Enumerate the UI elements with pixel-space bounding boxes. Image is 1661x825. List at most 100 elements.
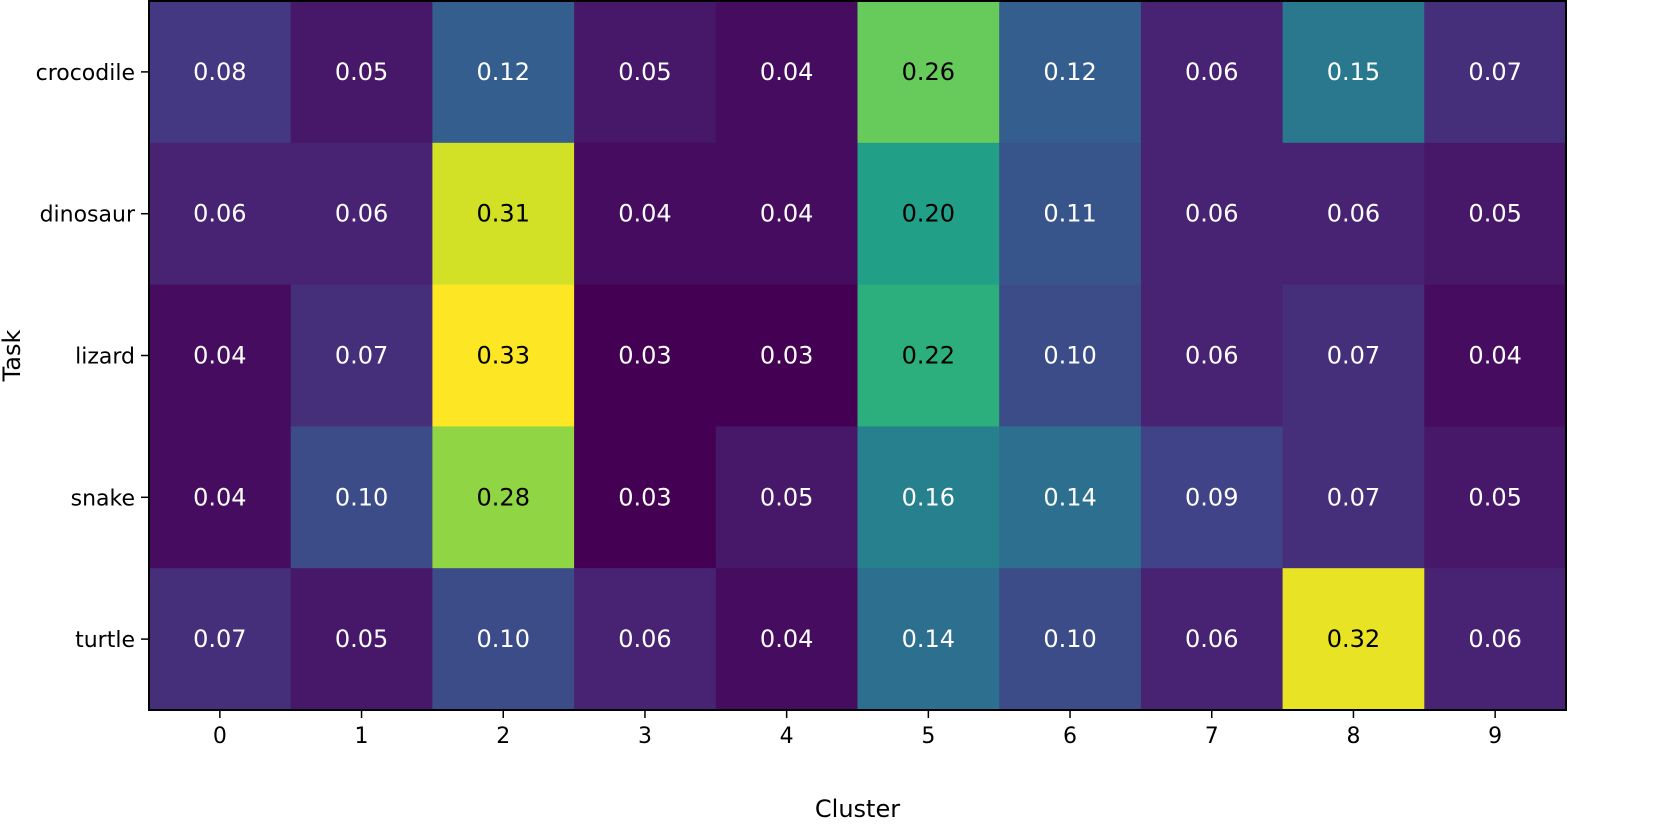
heatmap-cell-lizard-7: [1140, 284, 1284, 427]
heatmap-cell-dinosaur-3: [574, 142, 717, 286]
heatmap-cell-turtle-6: [999, 568, 1142, 711]
cell-value-label-lizard-9: 0.04: [1468, 342, 1521, 370]
cell-value-label-lizard-2: 0.33: [477, 342, 530, 370]
heatmap-cell-dinosaur-1: [290, 142, 433, 286]
heatmap-cell-snake-3: [574, 426, 717, 569]
x-tick-label-2: 2: [496, 724, 510, 749]
x-tick-label-4: 4: [780, 724, 794, 749]
y-tick-label-turtle: turtle: [75, 628, 135, 653]
heatmap-cell-lizard-1: [290, 284, 433, 427]
heatmap-cell-turtle-1: [290, 568, 433, 711]
cell-value-label-lizard-3: 0.03: [618, 342, 671, 370]
cell-value-label-dinosaur-6: 0.11: [1043, 200, 1096, 228]
heatmap-cell-turtle-7: [1140, 568, 1284, 711]
heatmap-cell-crocodile-8: [1282, 1, 1425, 144]
x-tick-label-9: 9: [1488, 724, 1502, 749]
cell-value-label-crocodile-8: 0.15: [1327, 58, 1380, 86]
heatmap-cell-snake-0: [149, 426, 292, 569]
cell-value-label-lizard-6: 0.10: [1043, 342, 1096, 370]
cell-value-label-crocodile-1: 0.05: [335, 58, 388, 86]
x-tick-label-6: 6: [1063, 724, 1077, 749]
heatmap-cell-turtle-9: [1424, 568, 1567, 711]
cell-value-label-crocodile-3: 0.05: [618, 58, 671, 86]
heatmap-cell-lizard-2: [432, 284, 575, 427]
cell-value-label-dinosaur-2: 0.31: [477, 200, 530, 228]
cell-value-label-turtle-4: 0.04: [760, 625, 813, 653]
cell-value-label-turtle-6: 0.10: [1043, 625, 1096, 653]
x-tick-label-3: 3: [638, 724, 652, 749]
heatmap-cell-snake-1: [290, 426, 433, 569]
y-tick-label-lizard: lizard: [75, 345, 135, 370]
cell-value-label-snake-5: 0.16: [902, 483, 955, 511]
x-axis-ticks: 0 1 2 3 4 5 6 7 8 9: [213, 710, 1502, 749]
heatmap-cell-snake-9: [1424, 426, 1567, 569]
heatmap-cell-crocodile-2: [432, 1, 575, 144]
cell-value-label-snake-4: 0.05: [760, 483, 813, 511]
cell-value-label-turtle-2: 0.10: [477, 625, 530, 653]
heatmap-cell-snake-5: [857, 426, 1000, 569]
heatmap-cell-crocodile-6: [999, 1, 1142, 144]
heatmap-cell-turtle-0: [149, 568, 292, 711]
cell-value-label-snake-1: 0.10: [335, 483, 388, 511]
heatmap-cell-crocodile-5: [857, 1, 1000, 144]
cell-value-label-lizard-7: 0.06: [1185, 342, 1238, 370]
heatmap-cell-lizard-9: [1424, 284, 1567, 427]
cell-value-label-crocodile-9: 0.07: [1468, 58, 1521, 86]
y-axis-label: Task: [0, 330, 26, 383]
cell-value-label-lizard-0: 0.04: [193, 342, 246, 370]
cell-value-label-turtle-9: 0.06: [1468, 625, 1521, 653]
cell-value-label-turtle-1: 0.05: [335, 625, 388, 653]
x-axis-label: Cluster: [815, 795, 900, 823]
x-tick-label-7: 7: [1205, 724, 1219, 749]
heatmap-cell-crocodile-4: [715, 1, 858, 144]
cell-value-label-snake-0: 0.04: [193, 483, 246, 511]
heatmap-cell-dinosaur-2: [432, 142, 575, 286]
cell-value-label-dinosaur-9: 0.05: [1468, 200, 1521, 228]
y-tick-label-snake: snake: [71, 486, 135, 511]
heatmap-cell-turtle-3: [574, 568, 717, 711]
cell-value-label-dinosaur-4: 0.04: [760, 200, 813, 228]
cell-value-label-crocodile-6: 0.12: [1043, 58, 1096, 86]
heatmap-cell-lizard-5: [857, 284, 1000, 427]
cell-value-label-snake-6: 0.14: [1043, 483, 1096, 511]
heatmap-cell-turtle-4: [715, 568, 858, 711]
heatmap-cell-turtle-2: [432, 568, 575, 711]
cell-value-label-crocodile-4: 0.04: [760, 58, 813, 86]
cell-value-label-crocodile-5: 0.26: [902, 58, 955, 86]
cell-value-label-crocodile-0: 0.08: [193, 58, 246, 86]
cell-value-label-turtle-3: 0.06: [618, 625, 671, 653]
heatmap-cell-turtle-8: [1282, 568, 1425, 711]
cell-value-label-dinosaur-7: 0.06: [1185, 200, 1238, 228]
cell-value-label-crocodile-2: 0.12: [477, 58, 530, 86]
heatmap-cells: [149, 1, 1567, 711]
cell-value-label-snake-2: 0.28: [477, 483, 530, 511]
cell-value-label-turtle-8: 0.32: [1327, 625, 1380, 653]
heatmap-cell-snake-7: [1140, 426, 1284, 569]
cell-value-label-crocodile-7: 0.06: [1185, 58, 1238, 86]
heatmap-cell-dinosaur-6: [999, 142, 1142, 286]
heatmap-cell-crocodile-9: [1424, 1, 1567, 144]
cell-value-label-dinosaur-5: 0.20: [902, 200, 955, 228]
cell-value-label-snake-8: 0.07: [1327, 483, 1380, 511]
heatmap-cell-lizard-3: [574, 284, 717, 427]
x-tick-label-5: 5: [921, 724, 935, 749]
heatmap-cell-lizard-6: [999, 284, 1142, 427]
heatmap-cell-crocodile-1: [290, 1, 433, 144]
heatmap-cell-dinosaur-5: [857, 142, 1000, 286]
heatmap-cell-snake-8: [1282, 426, 1425, 569]
heatmap-cell-labels: 0.08 0.05 0.12 0.05 0.04 0.26 0.12 0.06 0.15 0.07…: [193, 58, 1522, 653]
heatmap-cell-dinosaur-8: [1282, 142, 1425, 286]
cell-value-label-dinosaur-0: 0.06: [193, 200, 246, 228]
heatmap-cell-crocodile-7: [1140, 1, 1284, 144]
heatmap-cell-dinosaur-7: [1140, 142, 1284, 286]
cell-value-label-dinosaur-1: 0.06: [335, 200, 388, 228]
heatmap-cell-snake-4: [715, 426, 858, 569]
cell-value-label-snake-9: 0.05: [1468, 483, 1521, 511]
x-tick-label-0: 0: [213, 724, 227, 749]
y-tick-label-dinosaur: dinosaur: [40, 203, 136, 228]
cell-value-label-turtle-5: 0.14: [902, 625, 955, 653]
x-tick-label-8: 8: [1346, 724, 1360, 749]
heatmap-cell-turtle-5: [857, 568, 1000, 711]
cell-value-label-snake-7: 0.09: [1185, 483, 1238, 511]
